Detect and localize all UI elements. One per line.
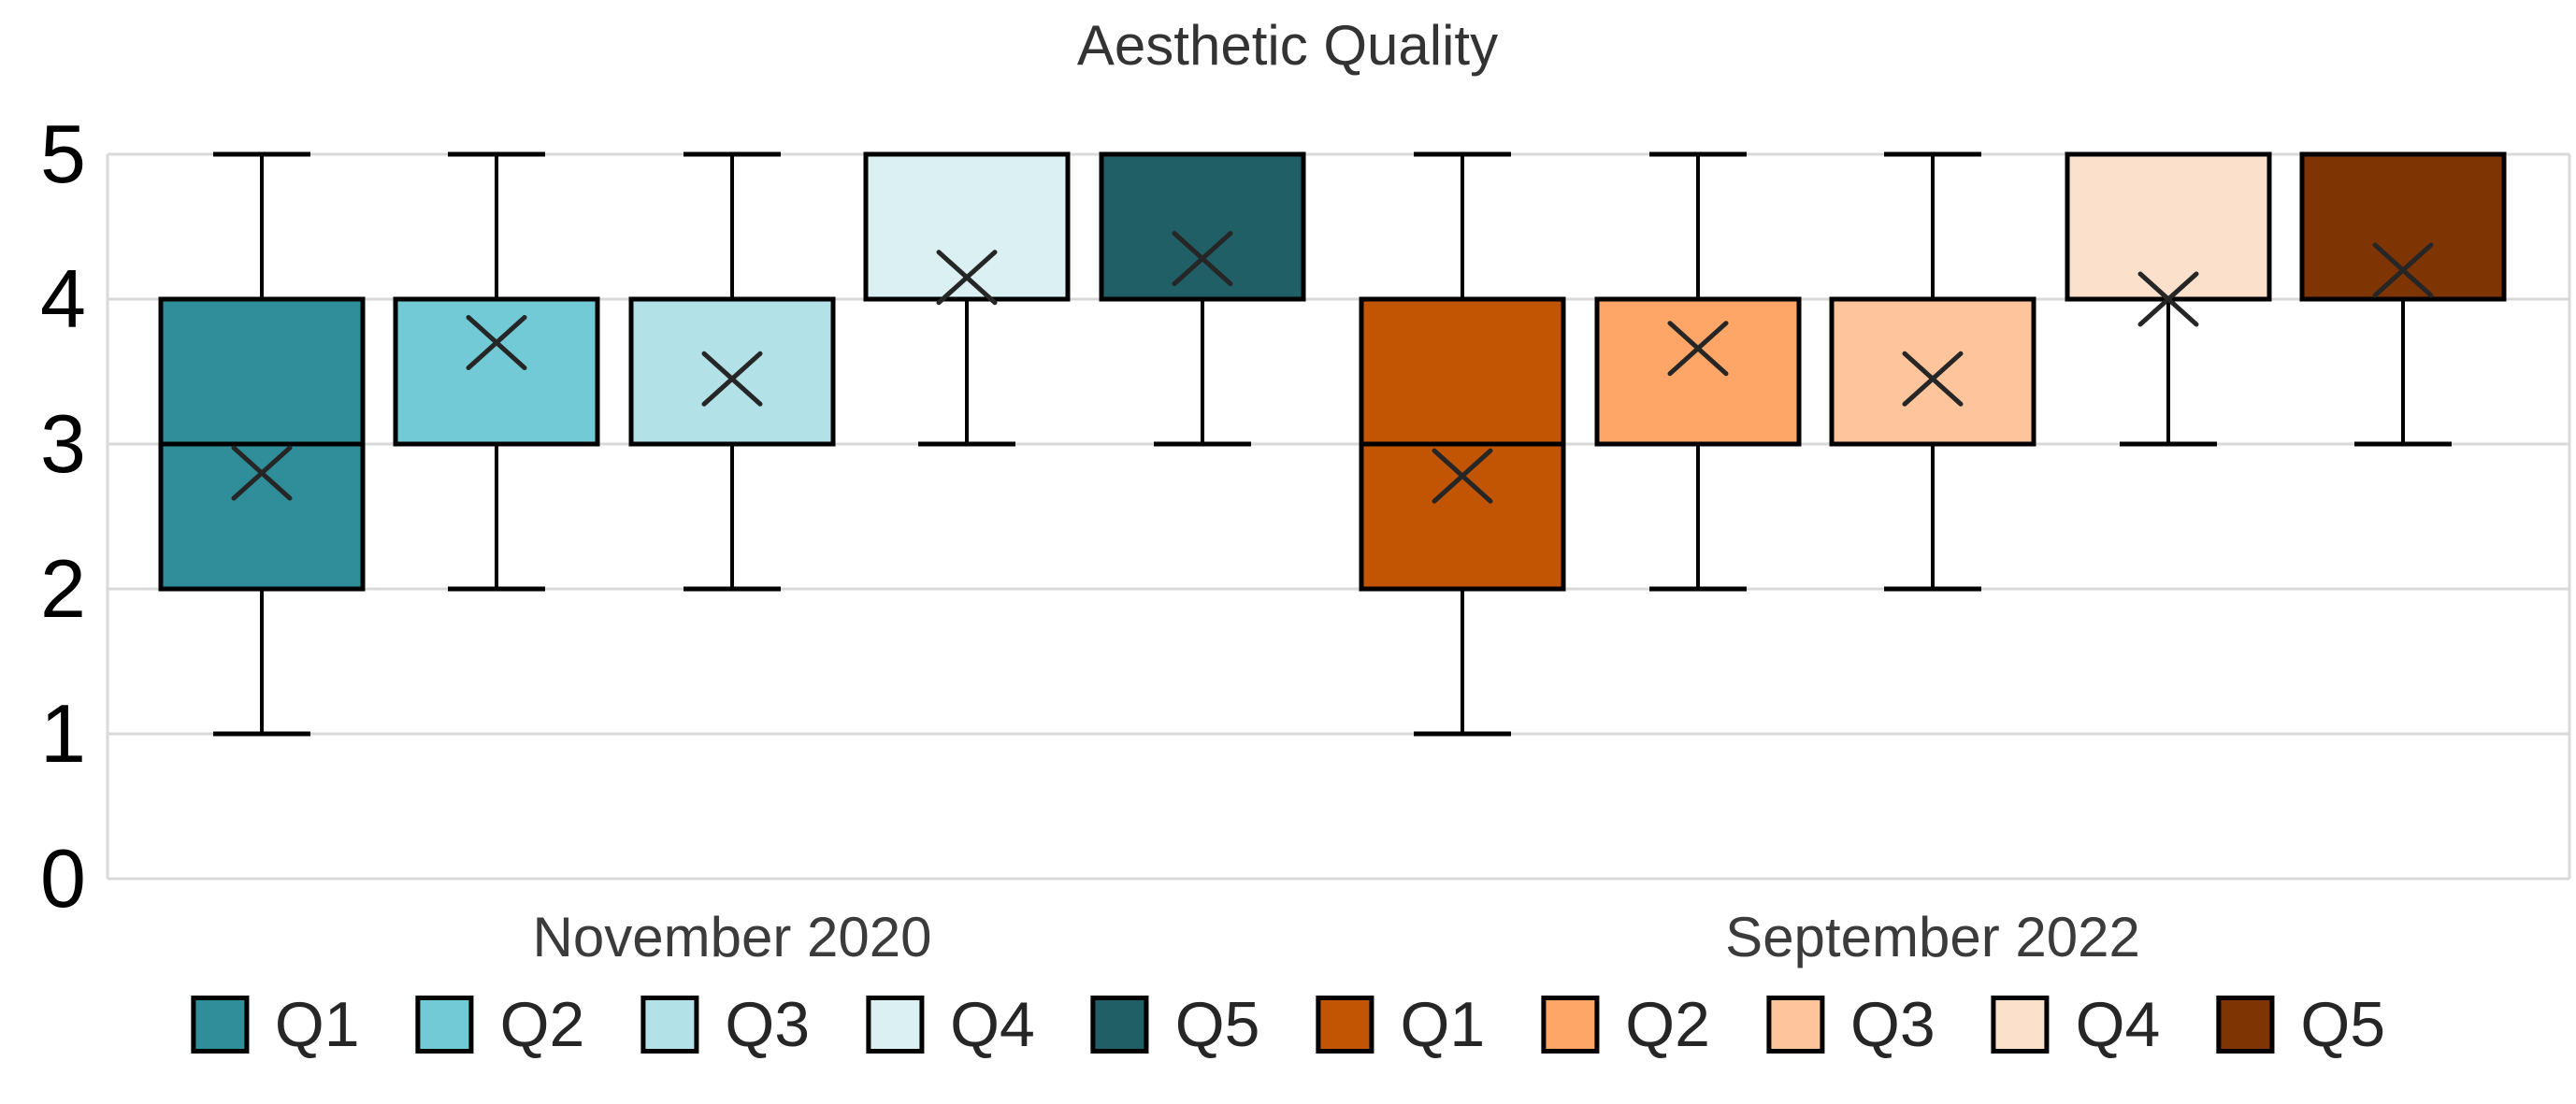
mean-marker-november-2020-q1	[231, 445, 293, 501]
legend-item-september-2022-q4: Q4	[1991, 989, 2161, 1060]
y-tick-label-2: 2	[40, 542, 86, 635]
mean-marker-november-2020-q2	[466, 315, 527, 370]
mean-marker-november-2020-q5	[1172, 231, 1233, 287]
box-november-2020-q5	[1099, 151, 1306, 302]
mean-marker-september-2022-q5	[2372, 242, 2434, 298]
legend-item-september-2022-q5: Q5	[2216, 993, 2385, 1056]
legend-item-september-2022-q1: Q1	[1316, 989, 1486, 1060]
legend-swatch-icon	[640, 996, 699, 1054]
legend-swatch-icon	[1541, 996, 1600, 1054]
legend-swatch-icon	[866, 996, 925, 1054]
x-axis-label-september-2022: September 2022	[1725, 906, 2140, 968]
legend: Q1 Q2 Q3 Q4 Q5 Q1 Q2 Q3 Q4 Q5	[190, 989, 2385, 1060]
box-november-2020-q2	[393, 296, 600, 447]
mean-marker-november-2020-q3	[701, 351, 763, 407]
legend-label: Q2	[1625, 989, 1710, 1060]
box-november-2020-q3	[628, 296, 836, 447]
legend-item-september-2022-q3: Q3	[1765, 989, 1936, 1060]
legend-swatch-icon	[1090, 996, 1149, 1054]
mean-marker-september-2022-q1	[1432, 448, 1493, 504]
legend-item-november-2020-q4: Q4	[866, 993, 1035, 1056]
legend-label: Q5	[1174, 989, 1260, 1060]
x-axis-label-november-2020: November 2020	[532, 906, 932, 968]
mean-marker-september-2022-q2	[1667, 321, 1729, 377]
legend-item-september-2022-q2: Q2	[1541, 993, 1710, 1056]
mean-marker-september-2022-q4	[2137, 271, 2199, 327]
mean-marker-november-2020-q4	[936, 250, 998, 306]
legend-label: Q4	[950, 989, 1035, 1060]
box-september-2022-q3	[1829, 296, 2036, 447]
mean-marker-september-2022-q3	[1902, 351, 1964, 407]
legend-swatch-icon	[190, 996, 249, 1054]
legend-label: Q1	[1400, 989, 1486, 1060]
legend-label: Q3	[725, 989, 811, 1060]
y-tick-label-4: 4	[40, 252, 86, 345]
legend-swatch-icon	[415, 996, 474, 1054]
box-september-2022-q5	[2299, 151, 2507, 302]
legend-label: Q1	[274, 989, 360, 1060]
legend-swatch-icon	[1765, 996, 1824, 1054]
legend-swatch-icon	[1991, 996, 2050, 1054]
y-tick-label-1: 1	[40, 687, 86, 780]
legend-item-november-2020-q1: Q1	[190, 989, 360, 1060]
legend-swatch-icon	[2216, 996, 2275, 1054]
legend-item-november-2020-q3: Q3	[640, 993, 810, 1056]
y-tick-label-3: 3	[40, 397, 86, 490]
legend-label: Q4	[2075, 989, 2161, 1060]
legend-swatch-icon	[1316, 996, 1374, 1054]
box-september-2022-q4	[2065, 151, 2272, 302]
legend-item-november-2020-q5: Q5	[1090, 989, 1260, 1060]
y-tick-label-5: 5	[40, 108, 86, 200]
y-tick-label-0: 0	[40, 832, 86, 925]
legend-label: Q5	[2300, 989, 2386, 1060]
legend-label: Q3	[1849, 989, 1936, 1060]
legend-label: Q2	[499, 989, 585, 1060]
chart-title: Aesthetic Quality	[1076, 14, 1499, 77]
box-september-2022-q2	[1594, 296, 1802, 447]
legend-item-november-2020-q2: Q2	[415, 989, 585, 1060]
